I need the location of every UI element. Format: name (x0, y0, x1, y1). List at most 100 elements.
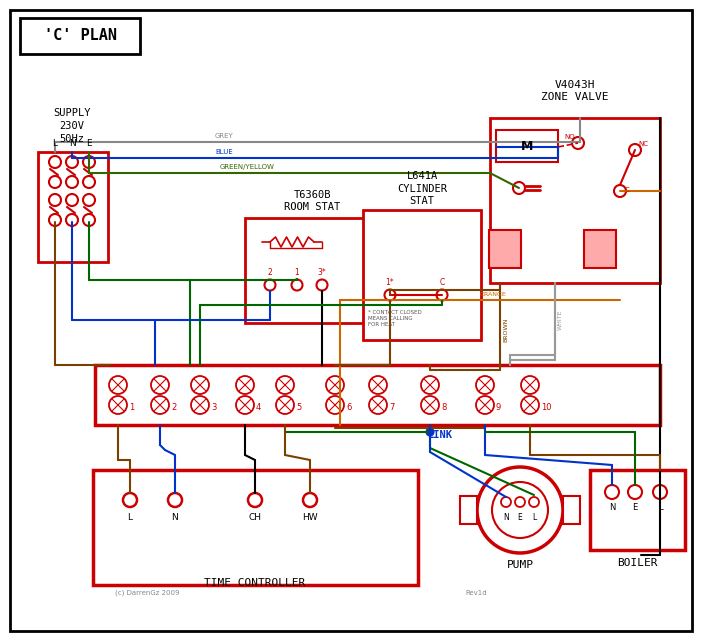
Text: BLUE: BLUE (215, 149, 233, 155)
Text: WHITE: WHITE (558, 310, 563, 330)
Circle shape (236, 376, 254, 394)
Circle shape (605, 485, 619, 499)
Text: 8: 8 (441, 403, 446, 412)
Circle shape (236, 396, 254, 414)
Text: 6: 6 (346, 403, 352, 412)
Text: BOILER: BOILER (617, 558, 657, 568)
Circle shape (265, 279, 275, 290)
Circle shape (49, 156, 61, 168)
Text: 9: 9 (496, 403, 501, 412)
Text: 3: 3 (211, 403, 216, 412)
Text: 1: 1 (129, 403, 134, 412)
Circle shape (191, 376, 209, 394)
Text: 3*: 3* (317, 268, 326, 277)
Text: ORANGE: ORANGE (480, 292, 507, 297)
Text: L: L (53, 139, 58, 148)
Circle shape (476, 376, 494, 394)
Text: 4: 4 (256, 403, 261, 412)
Circle shape (521, 376, 539, 394)
Circle shape (421, 396, 439, 414)
Bar (590, 470, 685, 550)
Circle shape (151, 396, 169, 414)
Text: NC: NC (638, 141, 648, 147)
Text: N: N (171, 513, 178, 522)
Circle shape (326, 396, 344, 414)
Text: PUMP: PUMP (507, 560, 534, 570)
Text: E: E (633, 503, 637, 512)
Text: 1: 1 (295, 268, 299, 277)
Bar (490, 118, 660, 283)
Text: 10: 10 (541, 403, 552, 412)
Text: LINK: LINK (428, 430, 453, 440)
Circle shape (427, 428, 434, 435)
Circle shape (168, 493, 182, 507)
Text: Rev1d: Rev1d (465, 590, 486, 596)
Circle shape (437, 290, 447, 301)
Bar (93, 470, 418, 585)
Circle shape (369, 376, 387, 394)
Circle shape (66, 156, 78, 168)
Text: GREY: GREY (215, 133, 234, 139)
Text: CH: CH (249, 513, 262, 522)
Circle shape (629, 144, 641, 156)
Text: L: L (128, 513, 133, 522)
Bar (363, 210, 481, 340)
Text: (c) DarrenGz 2009: (c) DarrenGz 2009 (115, 590, 180, 597)
Circle shape (421, 376, 439, 394)
Text: TIME CONTROLLER: TIME CONTROLLER (204, 578, 305, 588)
Circle shape (83, 214, 95, 226)
Text: L: L (532, 513, 536, 522)
Bar (584, 230, 616, 268)
Circle shape (276, 396, 294, 414)
Circle shape (291, 279, 303, 290)
Text: N: N (503, 513, 509, 522)
Bar (563, 496, 580, 524)
Text: 1*: 1* (385, 278, 395, 287)
Circle shape (83, 176, 95, 188)
Circle shape (515, 497, 525, 507)
Text: GREEN/YELLOW: GREEN/YELLOW (220, 164, 275, 170)
Bar (245, 218, 380, 323)
Text: SUPPLY
230V
50Hz: SUPPLY 230V 50Hz (53, 108, 91, 144)
Text: NO: NO (564, 134, 575, 140)
Circle shape (303, 493, 317, 507)
Text: N: N (69, 139, 75, 148)
Text: E: E (517, 513, 522, 522)
Text: HW: HW (302, 513, 318, 522)
Text: C: C (625, 187, 630, 193)
Circle shape (476, 396, 494, 414)
Circle shape (628, 485, 642, 499)
Text: T6360B
ROOM STAT: T6360B ROOM STAT (284, 190, 340, 212)
Circle shape (109, 396, 127, 414)
Text: C: C (439, 278, 444, 287)
Bar (38, 152, 108, 262)
Text: 2: 2 (267, 268, 272, 277)
Circle shape (49, 214, 61, 226)
Circle shape (49, 194, 61, 206)
Text: 2: 2 (171, 403, 176, 412)
Circle shape (614, 185, 626, 197)
Circle shape (501, 497, 511, 507)
Circle shape (66, 214, 78, 226)
Circle shape (513, 182, 525, 194)
Circle shape (123, 493, 137, 507)
Circle shape (83, 194, 95, 206)
Bar (460, 496, 477, 524)
Circle shape (248, 493, 262, 507)
Circle shape (326, 376, 344, 394)
Text: * CONTACT CLOSED
MEANS CALLING
FOR HEAT: * CONTACT CLOSED MEANS CALLING FOR HEAT (368, 310, 422, 328)
Circle shape (369, 396, 387, 414)
Circle shape (653, 485, 667, 499)
Text: 7: 7 (389, 403, 395, 412)
Text: L641A
CYLINDER
STAT: L641A CYLINDER STAT (397, 171, 447, 206)
Circle shape (492, 482, 548, 538)
Circle shape (385, 290, 395, 301)
Bar (20, 18, 140, 54)
Circle shape (66, 194, 78, 206)
Circle shape (521, 396, 539, 414)
Text: V4043H
ZONE VALVE: V4043H ZONE VALVE (541, 80, 609, 103)
Bar (95, 365, 660, 425)
Circle shape (572, 137, 584, 149)
Text: L: L (658, 503, 662, 512)
Circle shape (66, 176, 78, 188)
